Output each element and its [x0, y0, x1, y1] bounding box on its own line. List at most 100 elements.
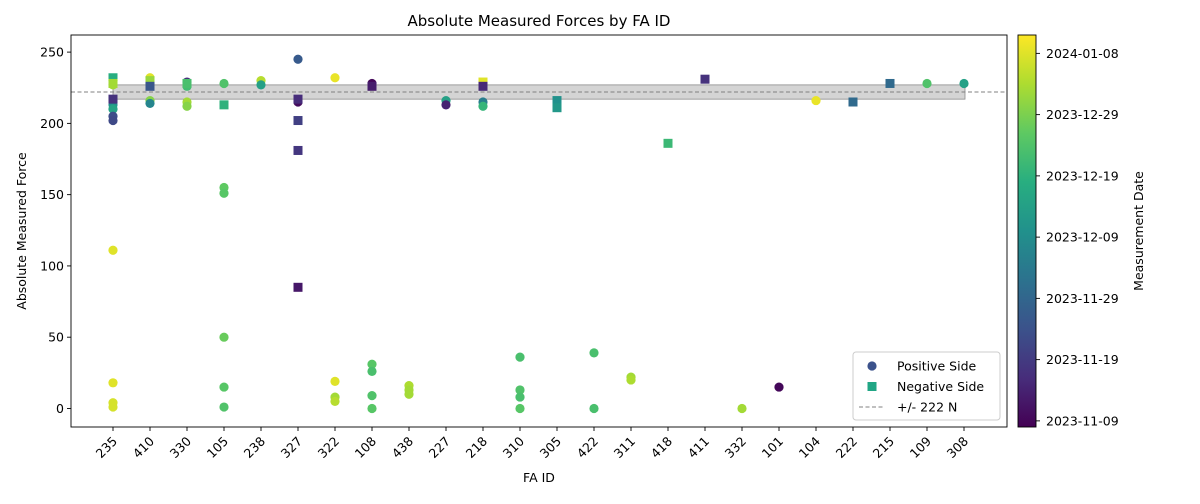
- data-point-negative: [848, 97, 858, 107]
- data-point-positive: [108, 115, 118, 126]
- colorbar-tick-label: 2023-11-19: [1046, 352, 1119, 367]
- x-tick-label: 422: [574, 434, 601, 461]
- data-point-negative: [367, 81, 377, 91]
- y-axis-label: Absolute Measured Force: [14, 152, 29, 310]
- colorbar-gradient: [1017, 34, 1037, 428]
- data-point-positive: [441, 100, 451, 110]
- data-point-positive: [367, 366, 377, 377]
- colorbar-tick-label: 2023-11-09: [1046, 413, 1119, 428]
- colorbar-tick-label: 2023-12-09: [1046, 230, 1119, 245]
- x-tick-label: 235: [93, 434, 120, 461]
- data-point-positive: [219, 78, 229, 89]
- data-point-negative: [293, 94, 303, 104]
- data-point-positive: [367, 391, 377, 401]
- data-point-positive: [589, 403, 599, 414]
- y-tick-label: 150: [40, 187, 64, 202]
- x-tick-label: 105: [204, 434, 231, 461]
- data-point-negative: [478, 81, 488, 91]
- data-point-positive: [219, 188, 229, 198]
- x-tick-label: 330: [167, 433, 195, 461]
- x-tick-label: 215: [870, 434, 897, 461]
- x-tick-label: 101: [759, 434, 786, 461]
- legend-marker-positive: [867, 361, 877, 371]
- x-tick-label: 332: [722, 434, 749, 461]
- data-point-positive: [515, 385, 525, 395]
- data-point-negative: [145, 76, 155, 86]
- chart-title: Absolute Measured Forces by FA ID: [408, 12, 671, 30]
- data-point-positive: [219, 382, 229, 392]
- data-point-positive: [737, 403, 747, 414]
- data-point-positive: [330, 376, 340, 386]
- data-point-positive: [182, 101, 192, 111]
- x-tick-label: 418: [648, 433, 676, 461]
- data-point-positive: [219, 332, 229, 342]
- legend-label: Negative Side: [897, 379, 984, 394]
- data-point-positive: [478, 101, 488, 111]
- data-point-positive: [922, 78, 932, 89]
- data-point-negative: [293, 145, 303, 155]
- data-point-positive: [330, 73, 340, 83]
- x-tick-label: 305: [537, 434, 564, 461]
- x-axis-label: FA ID: [523, 470, 555, 485]
- data-point-negative: [219, 100, 229, 110]
- colorbar-tick-label: 2023-12-29: [1046, 107, 1119, 122]
- x-tick-label: 238: [241, 433, 269, 461]
- x-tick-label: 308: [944, 433, 972, 461]
- y-tick-label: 0: [56, 401, 64, 416]
- y-tick-label: 50: [48, 330, 64, 345]
- data-point-positive: [515, 352, 525, 362]
- data-point-negative: [108, 78, 118, 88]
- data-point-positive: [108, 104, 118, 114]
- data-point-positive: [404, 389, 414, 399]
- colorbar: 2023-11-09 2023-11-19 2023-11-29 2023-12-09…: [1017, 34, 1119, 428]
- colorbar-tick-label: 2024-01-08: [1046, 46, 1119, 61]
- data-point-negative: [293, 282, 303, 292]
- x-tick-label: 222: [833, 434, 860, 461]
- data-point-positive: [367, 403, 377, 414]
- x-tick-label: 218: [463, 433, 491, 461]
- data-point-negative: [663, 138, 673, 148]
- data-point-positive: [219, 402, 229, 412]
- y-tick-label: 100: [40, 258, 64, 273]
- y-tick-label: 250: [40, 45, 64, 60]
- data-point-positive: [145, 98, 155, 109]
- colorbar-label: Measurement Date: [1131, 171, 1146, 291]
- x-tick-label: 310: [500, 433, 528, 461]
- data-point-negative: [182, 78, 192, 88]
- data-point-negative: [700, 74, 710, 84]
- legend: Positive Side Negative Side +/- 222 N: [852, 351, 1001, 421]
- data-point-positive: [330, 396, 340, 406]
- y-tick-label: 200: [40, 116, 64, 131]
- legend-label: +/- 222 N: [897, 400, 957, 415]
- data-point-positive: [293, 54, 303, 64]
- data-point-positive: [626, 375, 636, 385]
- x-tick-label: 411: [685, 434, 712, 461]
- data-point-positive: [515, 403, 525, 414]
- x-tick-label: 322: [315, 434, 342, 461]
- legend-marker-negative: [867, 382, 877, 391]
- data-point-positive: [589, 348, 599, 358]
- colorbar-tick-label: 2023-11-29: [1046, 291, 1119, 306]
- x-tick-label: 311: [611, 434, 638, 461]
- data-point-negative: [108, 94, 118, 104]
- x-tick-label: 109: [907, 433, 935, 461]
- x-tick-label: 438: [389, 433, 417, 461]
- data-point-positive: [774, 382, 784, 392]
- legend-label: Positive Side: [897, 359, 977, 374]
- data-point-positive: [108, 245, 118, 255]
- data-point-negative: [552, 103, 562, 113]
- data-point-negative: [108, 73, 118, 83]
- x-tick-label: 108: [352, 433, 380, 461]
- data-point-negative: [885, 78, 895, 88]
- data-point-positive: [256, 80, 266, 90]
- x-tick-label: 104: [796, 433, 824, 461]
- data-point-negative: [145, 81, 155, 91]
- data-point-positive: [811, 95, 821, 106]
- x-tick-label: 327: [278, 434, 305, 461]
- data-point-positive: [959, 78, 969, 89]
- plot-frame: [70, 34, 1008, 428]
- x-tick-label: 227: [426, 434, 453, 461]
- data-point-negative: [293, 116, 303, 126]
